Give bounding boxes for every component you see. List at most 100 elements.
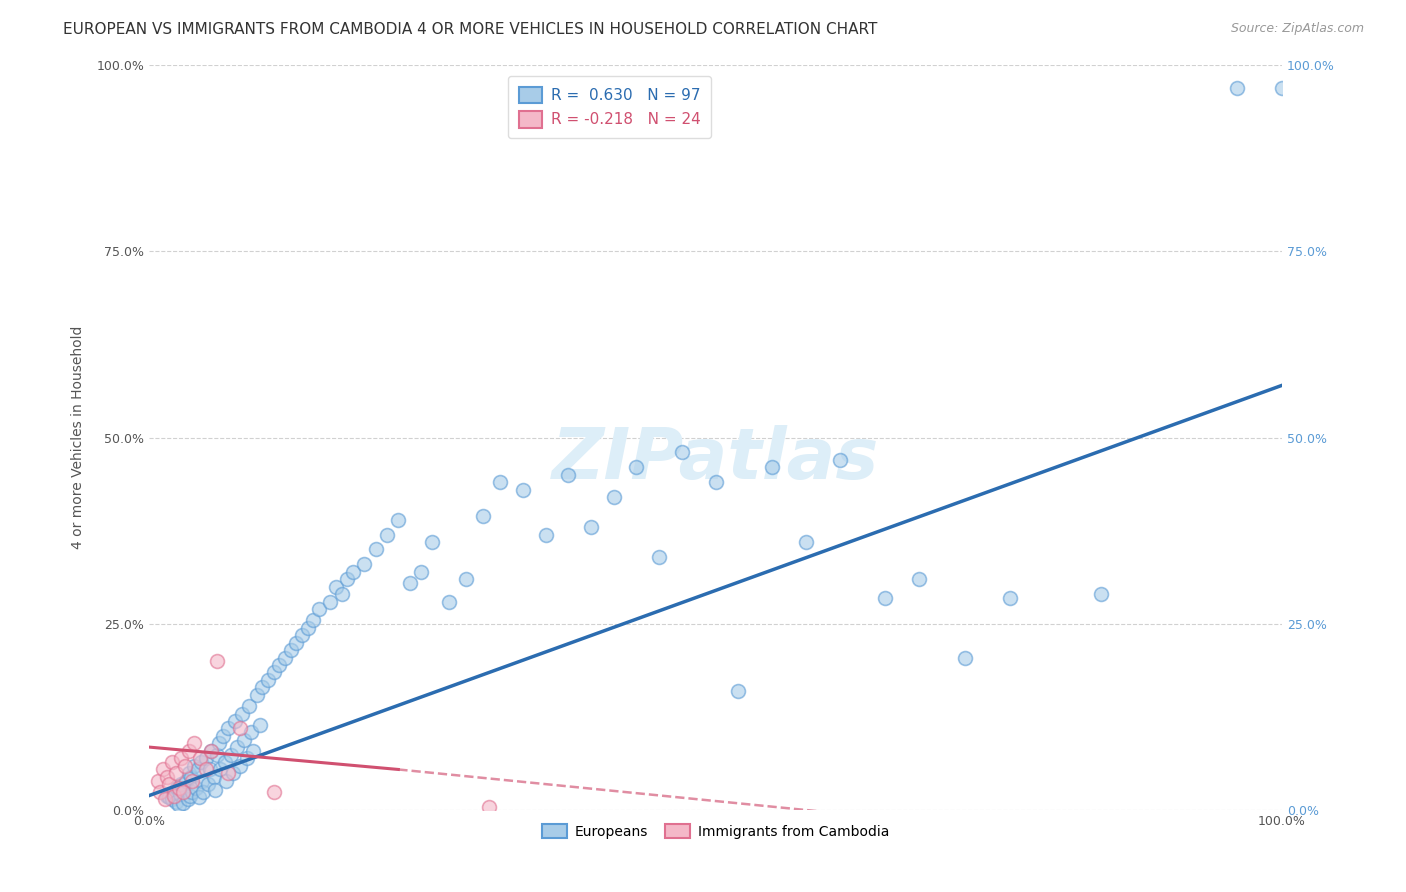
Point — [209, 763, 232, 777]
Point — [200, 763, 222, 777]
Point — [152, 763, 174, 777]
Point — [149, 785, 172, 799]
Point — [238, 699, 260, 714]
Point — [224, 714, 246, 728]
Point — [188, 751, 211, 765]
Y-axis label: 4 or more Vehicles in Household: 4 or more Vehicles in Household — [72, 326, 86, 549]
Point — [184, 781, 207, 796]
Point — [173, 782, 195, 797]
Point — [257, 673, 280, 687]
Point — [177, 744, 200, 758]
Point — [159, 790, 181, 805]
Point — [181, 773, 204, 788]
Point — [194, 763, 217, 777]
Point — [472, 508, 495, 523]
Point — [875, 591, 897, 605]
Point — [235, 751, 257, 765]
Point — [319, 594, 342, 608]
Point — [194, 751, 217, 765]
Point — [998, 591, 1021, 605]
Point — [602, 490, 624, 504]
Point — [302, 613, 325, 627]
Point — [291, 628, 314, 642]
Point — [704, 475, 727, 490]
Point — [1226, 81, 1249, 95]
Point — [330, 587, 353, 601]
Point — [193, 785, 215, 799]
Point — [233, 732, 256, 747]
Point — [204, 782, 226, 797]
Point — [167, 781, 190, 796]
Point — [222, 766, 245, 780]
Point — [153, 792, 176, 806]
Point — [387, 513, 409, 527]
Point — [353, 558, 375, 572]
Point — [174, 758, 197, 772]
Point — [176, 773, 198, 788]
Point — [187, 763, 209, 777]
Point — [190, 755, 212, 769]
Point — [336, 572, 359, 586]
Point — [364, 542, 387, 557]
Point — [263, 785, 285, 799]
Point — [197, 777, 219, 791]
Point — [252, 681, 274, 695]
Point — [146, 773, 169, 788]
Point — [297, 621, 319, 635]
Point — [246, 688, 269, 702]
Point — [325, 580, 347, 594]
Point — [219, 747, 242, 762]
Point — [183, 736, 205, 750]
Point — [226, 740, 249, 755]
Point — [727, 684, 749, 698]
Point — [215, 773, 238, 788]
Point — [830, 453, 852, 467]
Legend: Europeans, Immigrants from Cambodia: Europeans, Immigrants from Cambodia — [536, 819, 896, 845]
Point — [170, 751, 193, 765]
Point — [180, 770, 202, 784]
Point — [231, 706, 253, 721]
Point — [160, 792, 183, 806]
Point — [156, 789, 179, 803]
Point — [626, 460, 648, 475]
Point — [159, 777, 181, 791]
Point — [211, 729, 233, 743]
Point — [1090, 587, 1112, 601]
Point — [557, 467, 579, 482]
Point — [165, 795, 187, 809]
Point — [165, 766, 187, 780]
Point — [183, 758, 205, 772]
Point — [205, 747, 228, 762]
Point — [166, 781, 188, 796]
Point — [200, 744, 222, 758]
Point — [160, 755, 183, 769]
Point — [228, 722, 250, 736]
Point — [342, 565, 364, 579]
Point — [170, 777, 193, 791]
Point — [534, 527, 557, 541]
Point — [205, 654, 228, 668]
Text: Source: ZipAtlas.com: Source: ZipAtlas.com — [1230, 22, 1364, 36]
Point — [478, 799, 501, 814]
Point — [579, 520, 602, 534]
Point — [200, 744, 222, 758]
Point — [439, 594, 461, 608]
Point — [512, 483, 534, 497]
Point — [187, 790, 209, 805]
Point — [1271, 81, 1294, 95]
Point — [242, 744, 264, 758]
Point — [228, 758, 250, 772]
Point — [398, 576, 420, 591]
Point — [169, 787, 191, 801]
Point — [176, 792, 198, 806]
Point — [420, 535, 443, 549]
Point — [263, 665, 285, 680]
Point — [217, 766, 239, 780]
Point — [761, 460, 783, 475]
Point — [163, 785, 186, 799]
Point — [202, 770, 225, 784]
Point — [489, 475, 512, 490]
Point — [648, 549, 671, 564]
Point — [794, 535, 817, 549]
Point — [269, 658, 291, 673]
